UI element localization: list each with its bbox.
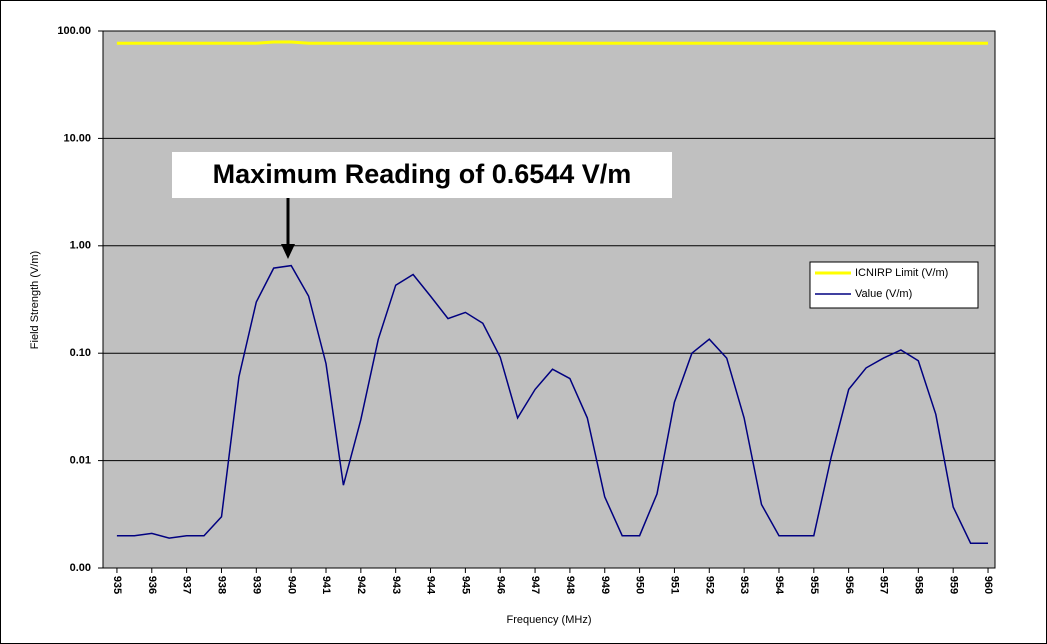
x-tick-label: 959: [947, 576, 959, 594]
y-tick-label: 1.00: [70, 240, 91, 252]
series-line: [116, 264, 988, 544]
plot-border: [102, 30, 996, 569]
annotation: Maximum Reading of 0.6544 V/m: [213, 159, 632, 189]
x-tick-label: 951: [669, 576, 681, 594]
x-tick-label: 952: [703, 576, 715, 594]
x-tick-label: 939: [250, 576, 262, 594]
x-tick-label: 953: [738, 576, 750, 594]
x-tick-label: 935: [111, 576, 123, 594]
x-tick-label: 943: [390, 576, 402, 594]
annotation-box: [172, 152, 672, 198]
x-tick-label: 957: [878, 576, 890, 594]
x-tick-label: 942: [355, 576, 367, 594]
arrow-head: [281, 244, 295, 259]
x-axis-label: Frequency (MHz): [507, 614, 592, 626]
x-tick-label: 937: [181, 576, 193, 594]
x-tick-label: 958: [912, 576, 924, 594]
x-tick-label: 949: [599, 576, 611, 594]
y-tick-label: 0.10: [70, 347, 91, 359]
x-tick-label: 947: [529, 576, 541, 594]
x-tick-label: 944: [425, 576, 437, 595]
x-tick-label: 956: [843, 576, 855, 594]
y-axis-label: Field Strength (V/m): [29, 251, 41, 349]
legend-label: ICNIRP Limit (V/m): [855, 267, 948, 279]
x-tick-label: 960: [982, 576, 994, 594]
x-tick-label: 954: [773, 576, 785, 595]
x-tick-label: 940: [285, 576, 297, 594]
x-tick-label: 941: [320, 576, 332, 594]
series-line: [116, 40, 988, 45]
legend-label: Value (V/m): [855, 288, 912, 300]
x-tick-label: 950: [634, 576, 646, 594]
x-tick-label: 955: [808, 576, 820, 594]
y-tick-label: 10.00: [63, 132, 91, 144]
y-tick-label: 0.00: [70, 562, 91, 574]
x-tick-label: 938: [216, 576, 228, 594]
x-tick-label: 946: [494, 576, 506, 594]
x-tick-label: 936: [146, 576, 158, 594]
x-tick-label: 945: [459, 576, 471, 594]
legend-box: [809, 261, 979, 309]
y-tick-label: 100.00: [57, 25, 91, 37]
x-tick-label: 948: [564, 576, 576, 594]
y-tick-label: 0.01: [70, 455, 91, 467]
